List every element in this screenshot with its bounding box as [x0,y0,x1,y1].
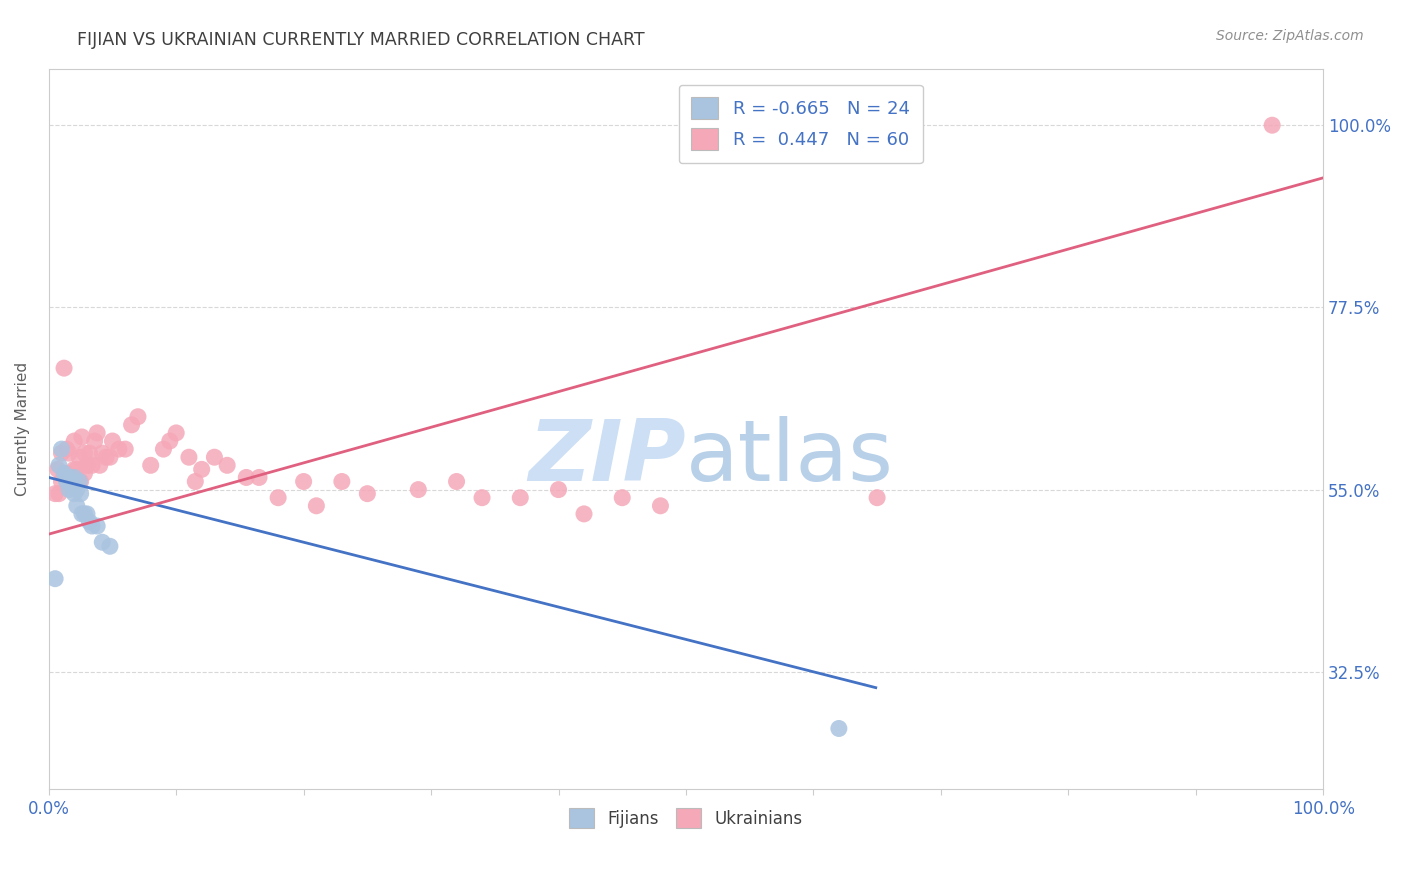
Point [73,467,96,481]
Point [121,417,143,432]
Point [572,507,595,521]
Point [165,425,187,440]
Point [408,483,430,497]
Point [471,491,494,505]
Text: ZIP: ZIP [529,417,686,500]
Point [79,446,101,460]
Point [60,478,83,492]
Point [139,458,162,473]
Point [80,458,103,473]
Point [446,475,468,489]
Point [53,467,76,481]
Point [55,442,77,456]
Point [51,475,73,489]
Point [828,722,851,736]
Point [190,462,212,476]
Point [67,450,90,465]
Point [44,572,66,586]
Point [73,446,96,460]
Point [86,425,108,440]
Point [356,486,378,500]
Point [58,483,80,497]
Point [330,475,353,489]
Text: FIJIAN VS UKRAINIAN CURRENTLY MARRIED CORRELATION CHART: FIJIAN VS UKRAINIAN CURRENTLY MARRIED CO… [77,31,645,49]
Point [114,442,136,456]
Point [70,507,93,521]
Point [63,434,86,448]
Point [55,467,77,481]
Point [91,535,114,549]
Point [1261,118,1284,132]
Point [152,442,174,456]
Point [63,470,86,484]
Point [55,475,77,489]
Point [69,475,91,489]
Point [89,458,111,473]
Point [509,491,531,505]
Point [127,409,149,424]
Point [70,430,93,444]
Point [247,470,270,484]
Point [58,470,80,484]
Point [69,486,91,500]
Point [51,442,73,456]
Point [184,475,207,489]
Point [612,491,634,505]
Point [48,458,70,473]
Point [67,475,90,489]
Point [101,434,124,448]
Point [48,486,70,500]
Y-axis label: Currently Married: Currently Married [15,362,30,496]
Point [66,499,89,513]
Point [204,450,226,465]
Point [44,486,66,500]
Point [108,442,131,456]
Point [53,361,76,376]
Point [650,499,672,513]
Point [547,483,569,497]
Point [235,470,257,484]
Point [305,499,328,513]
Point [79,515,101,529]
Point [91,446,114,460]
Point [267,491,290,505]
Point [51,446,73,460]
Point [94,450,117,465]
Point [98,539,121,553]
Point [98,450,121,465]
Point [66,462,89,476]
Point [60,475,83,489]
Point [73,507,96,521]
Point [866,491,889,505]
Point [217,458,239,473]
Point [86,519,108,533]
Point [159,434,181,448]
Point [76,458,98,473]
Legend: Fijians, Ukrainians: Fijians, Ukrainians [562,801,808,835]
Point [80,519,103,533]
Point [58,446,80,460]
Point [177,450,200,465]
Text: atlas: atlas [686,417,894,500]
Point [60,470,83,484]
Point [63,462,86,476]
Point [55,470,77,484]
Point [292,475,315,489]
Point [76,458,98,473]
Point [83,434,105,448]
Point [63,486,86,500]
Point [66,483,89,497]
Point [46,462,69,476]
Point [76,507,98,521]
Text: Source: ZipAtlas.com: Source: ZipAtlas.com [1216,29,1364,43]
